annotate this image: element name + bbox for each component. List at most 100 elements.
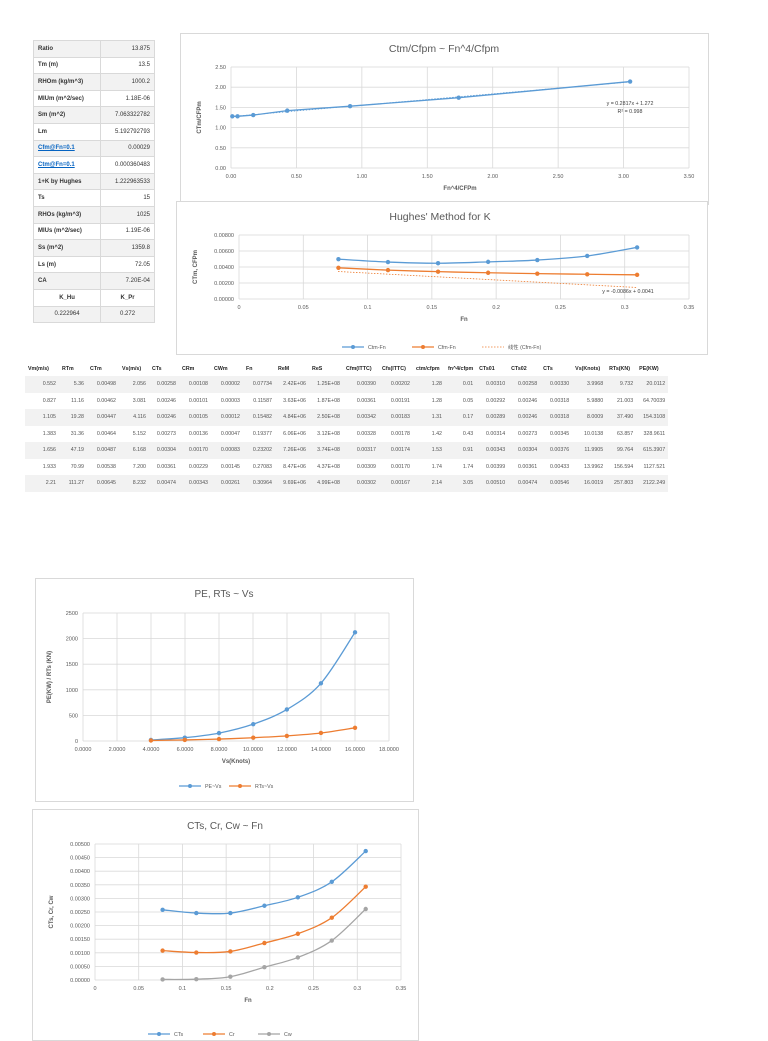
param-label[interactable]: Cfm@Fn=0.1 (32, 139, 102, 158)
table-cell: 0.00170 (390, 463, 410, 470)
table-cell: 8.232 (119, 475, 149, 492)
chart-pe-rts-vs-svg: PE, RTs ~ Vs 0 500 1000 1500 2000 2500 0.0000 2.… (47, 589, 399, 790)
param-value: 1025 (100, 205, 155, 224)
x-tick-label: 4.0000 (143, 747, 160, 753)
table-cell: 47.19 (59, 442, 87, 459)
data-point (182, 737, 187, 743)
param-label[interactable]: Ctm@Fn=0.1 (32, 156, 102, 174)
y-tick-label: 0.00250 (70, 910, 90, 916)
chart-ctm-cfpm[interactable]: Ctm/Cfpm ~ Fn^4/Cfpm 0.00 0.50 1.00 1.50 2.00… (180, 33, 709, 205)
table-cell: 257.803 (606, 475, 637, 492)
x-axis-label: Vs(Knots) (222, 759, 250, 765)
y-tick-label: 1000 (66, 688, 78, 694)
table-cell: 0.00289 (476, 409, 509, 426)
chart-pe-rts-vs[interactable]: PE, RTs ~ Vs 0 500 1000 1500 2000 2500 0.0000 2.… (35, 578, 414, 802)
table-cell: 5.9880 (586, 397, 604, 404)
data-point (435, 269, 441, 274)
k-header-row: K_Hu K_Pr (32, 288, 155, 307)
table-cell: 0.00174 (379, 442, 413, 459)
table-cell: 2.14 (413, 475, 445, 492)
table-cell: 0.00361 (156, 463, 176, 470)
x-tick-label: 0.50 (291, 174, 302, 180)
y-tick-label: 2.50 (215, 65, 226, 71)
legend-label: PE~Vs (205, 784, 222, 790)
table-cell: 0.07734 (243, 376, 275, 393)
table-cell: 7.26E+06 (275, 442, 309, 459)
table-cell: 0.00167 (379, 475, 413, 492)
table-cell: 2.50E+08 (309, 409, 343, 426)
table-cell: 31.36 (70, 430, 84, 437)
table-cell: 0.00145 (220, 463, 240, 470)
table-cell: 0.00229 (188, 463, 208, 470)
table-cell: 0.552 (25, 376, 59, 393)
x-tick-label: 0.3 (353, 986, 361, 992)
table-cell: 4.84E+06 (275, 409, 309, 426)
table-cell: 3.63E+06 (283, 397, 306, 404)
param-row: RHOm (kg/m^3) 1000.2 (32, 73, 155, 91)
k-pr-value: 0.272 (100, 305, 155, 324)
table-cell: 0.00318 (550, 397, 570, 404)
data-point (228, 974, 233, 979)
table-cell: 0.00433 (550, 463, 570, 470)
param-label: Sm (m^2) (32, 106, 102, 124)
x-tick-label: 18.0000 (379, 747, 399, 753)
table-cell: 2.21 (25, 475, 59, 492)
param-row: Ss (m^2) 1359.8 (32, 239, 155, 257)
param-row: 1+K by Hughes 1.222963533 (32, 172, 155, 191)
y-tick-label: 0.50 (215, 146, 226, 152)
x-tick-label: 0.1 (179, 986, 187, 992)
param-row: RHOs (kg/m^3) 1025 (32, 205, 155, 224)
table-cell: 0.00546 (540, 475, 573, 492)
legend-label: Cr (229, 1032, 235, 1038)
x-tick-label: 0.05 (133, 986, 144, 992)
data-point (194, 976, 199, 982)
column-header: CTs02 (511, 366, 527, 372)
data-point (160, 907, 165, 913)
table-cell: 4.99E+08 (309, 475, 343, 492)
param-value: 1359.8 (100, 239, 155, 257)
column-header: CTs (152, 366, 162, 372)
k-hu-header: K_Hu (32, 288, 102, 307)
table-cell: 1.933 (42, 463, 56, 470)
chart-cts-cr-cw[interactable]: CTs, Cr, Cw ~ Fn 0.00000 0.00050 0.00100 0.0… (32, 809, 419, 1041)
data-point (295, 931, 301, 936)
param-label: Tm (m) (32, 56, 102, 75)
table-cell: 1.105 (25, 409, 59, 426)
trendline (230, 81, 631, 118)
table-cell: 111.27 (59, 475, 87, 492)
data-point (352, 630, 358, 635)
data-point (295, 895, 301, 900)
y-tick-label: 0.00600 (214, 249, 234, 255)
data-point (284, 733, 290, 739)
table-cell: 0.00273 (518, 430, 538, 437)
data-point (216, 736, 222, 742)
column-header: Vs(m/s) (122, 366, 142, 372)
x-tick-label: 0.35 (684, 305, 695, 311)
table-row: 1.105 19.28 0.00447 4.116 0.00246 0.00105 0.00… (25, 409, 669, 426)
table-cell: 0.00101 (188, 397, 208, 404)
column-header: CTm (90, 366, 102, 372)
table-cell: 0.00302 (343, 475, 379, 492)
param-label: Lm (32, 122, 102, 141)
table-cell: 4.116 (119, 409, 149, 426)
param-value: 5.192792793 (100, 122, 155, 141)
table-cell: 0.00318 (540, 409, 573, 426)
y-axis-label: CTm, CFPm (193, 250, 199, 284)
data-point (634, 245, 640, 250)
param-value: 7.20E-04 (100, 272, 155, 290)
x-tick-label: 0.0000 (75, 747, 92, 753)
column-header: Cfm(ITTC) (346, 366, 372, 372)
table-cell: 0.00083 (211, 442, 243, 459)
param-row: Cfm@Fn=0.1 0.00029 (32, 139, 155, 158)
chart-hughes-method[interactable]: Hughes' Method for K 0.00000 0.00200 0.0040… (176, 201, 708, 355)
table-cell: 3.9968 (572, 376, 607, 393)
y-tick-label: 0.00200 (214, 281, 234, 287)
data-point (535, 257, 540, 263)
table-cell: 0.00047 (220, 430, 240, 437)
data-point (435, 261, 441, 266)
data-point (385, 267, 391, 273)
trendline-equation: y = -0.0086x + 0.0041 (602, 289, 654, 295)
data-point (160, 948, 165, 953)
table-cell: 0.00003 (220, 397, 240, 404)
table-cell: 0.00258 (149, 376, 179, 393)
